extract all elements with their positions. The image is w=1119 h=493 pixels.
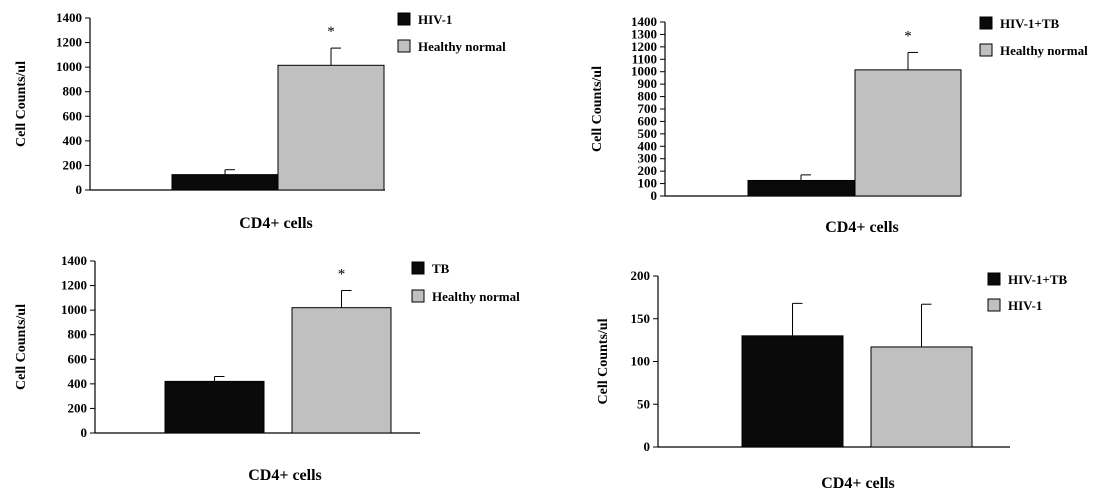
y-tick-label: 0 xyxy=(81,425,88,440)
y-tick-label: 100 xyxy=(638,176,658,191)
y-tick-label: 1200 xyxy=(631,39,657,54)
y-tick-label: 600 xyxy=(638,113,658,128)
y-axis-label: Cell Counts/ul xyxy=(14,61,29,147)
y-axis-label: Cell Counts/ul xyxy=(596,318,611,404)
y-tick-label: 200 xyxy=(68,400,88,415)
y-tick-label: 400 xyxy=(638,138,658,153)
legend-swatch xyxy=(411,261,425,275)
y-axis-label: Cell Counts/ul xyxy=(590,66,605,152)
legend-label: HIV-1 xyxy=(1008,298,1042,313)
chart-panel-4: 0 50 100 150 200 Cell Counts/ul CD4+ cells HIV-… xyxy=(596,268,1067,492)
legend-label: HIV-1+TB xyxy=(1000,16,1060,31)
y-tick-label: 0 xyxy=(76,182,83,197)
legend-label: HIV-1+TB xyxy=(1008,272,1068,287)
legend-label: TB xyxy=(432,261,450,276)
legend-swatch xyxy=(979,43,993,57)
x-axis-label: CD4+ cells xyxy=(821,475,895,492)
x-axis-label: CD4+ cells xyxy=(248,467,322,484)
chart-panel-3: 0 200 400 600 800 1000 1200 1400 * Cell Counts/ul… xyxy=(14,253,520,484)
legend-label: Healthy normal xyxy=(432,289,520,304)
y-tick-label: 1400 xyxy=(61,253,87,268)
chart-panel-2: 0100200300400500600700800900100011001200… xyxy=(590,14,1088,236)
bar-1 xyxy=(171,174,279,191)
chart-panel-1: 0 200 400 600 800 1000 1200 1400 * Cell Counts/ul… xyxy=(14,10,506,232)
y-tick-label: 1200 xyxy=(61,278,87,293)
y-tick-label: 1000 xyxy=(61,302,87,317)
y-tick-label: 1400 xyxy=(56,10,82,25)
y-tick-label: 50 xyxy=(637,396,650,411)
y-tick-label: 600 xyxy=(68,351,88,366)
legend-swatch xyxy=(397,39,411,53)
significance-asterisk: * xyxy=(327,24,335,40)
y-tick-label: 800 xyxy=(63,84,83,99)
y-tick-label: 800 xyxy=(68,327,88,342)
y-axis-label: Cell Counts/ul xyxy=(14,304,29,390)
y-tick-label: 1400 xyxy=(631,14,657,29)
y-tick-label: 1000 xyxy=(56,59,82,74)
bar-2 xyxy=(854,69,962,197)
y-tick-label: 400 xyxy=(63,133,83,148)
y-tick-label: 1300 xyxy=(631,26,657,41)
legend-label: Healthy normal xyxy=(1000,43,1088,58)
y-tick-label: 0 xyxy=(651,188,658,203)
y-tick-label: 100 xyxy=(631,354,651,369)
legend-swatch xyxy=(411,289,425,303)
legend-label: HIV-1 xyxy=(418,12,452,27)
y-tick-label: 700 xyxy=(638,101,658,116)
legend-swatch xyxy=(979,16,993,30)
y-tick-label: 200 xyxy=(631,268,651,283)
bar-1 xyxy=(747,179,855,197)
y-tick-label: 600 xyxy=(63,108,83,123)
bar-2 xyxy=(870,346,973,448)
y-tick-label: 200 xyxy=(63,157,83,172)
significance-asterisk: * xyxy=(904,28,912,44)
bar-1 xyxy=(741,335,844,448)
bar-2 xyxy=(277,64,385,191)
y-tick-label: 1200 xyxy=(56,35,82,50)
y-tick-label: 800 xyxy=(638,89,658,104)
legend-label: Healthy normal xyxy=(418,39,506,54)
legend-swatch xyxy=(397,12,411,26)
x-axis-label: CD4+ cells xyxy=(825,219,899,236)
legend-swatch xyxy=(987,272,1001,286)
y-tick-label: 200 xyxy=(638,163,658,178)
bar-2 xyxy=(291,307,392,434)
y-tick-label: 0 xyxy=(644,439,651,454)
significance-asterisk: * xyxy=(338,266,346,282)
y-tick-label: 400 xyxy=(68,376,88,391)
y-tick-label: 500 xyxy=(638,126,658,141)
y-tick-label: 150 xyxy=(631,311,651,326)
x-axis-label: CD4+ cells xyxy=(239,215,313,232)
bar-1 xyxy=(164,380,265,434)
y-tick-label: 1100 xyxy=(632,51,657,66)
legend-swatch xyxy=(987,298,1001,312)
y-tick-label: 300 xyxy=(638,151,658,166)
y-tick-label: 900 xyxy=(638,76,658,91)
y-tick-label: 1000 xyxy=(631,64,657,79)
